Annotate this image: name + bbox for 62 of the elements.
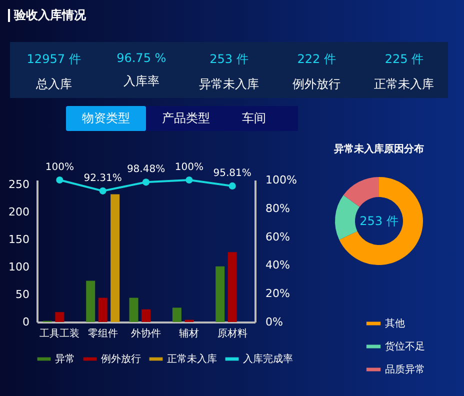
y-tick-label: 200 [8,205,30,218]
text: 物资类型 [66,106,146,131]
point [142,178,150,186]
legend-label: 异常 [55,353,75,365]
text: 96.75 % [116,51,166,65]
bar [172,308,182,322]
legend-label: 品质异常 [385,364,425,376]
donut-slice [343,177,379,207]
bar [86,280,96,322]
y2-tick-label: 100% [266,174,297,186]
y-tick-label: 100 [8,260,30,274]
category-label: 总入库 [34,76,73,93]
bar [110,194,120,322]
donut-slice [339,177,423,265]
y2-tick-label: 60% [266,230,290,244]
y2-tick-label: 80% [266,202,290,215]
y2-tick-label: 20% [266,287,290,300]
category-label: 例外放行 [292,76,342,93]
y2-tick-label: 0% [266,316,283,328]
data-label: 95.81% [213,168,252,179]
y-tick-label: 250 [8,178,30,191]
legend-label: 正常未入库 [167,353,217,365]
data-label: 100% [174,162,204,173]
text: 253 件 [360,214,398,228]
text: 222 件 [297,52,336,66]
y-tick-label: 50 [16,288,30,301]
x-tick-label: 外协件 [131,328,161,340]
legend-label: 例外放行 [101,354,141,365]
point [186,176,193,184]
point [56,176,64,184]
point [228,182,236,190]
x-tick-label: 工具工装 [40,328,80,340]
bar [142,309,150,322]
text: 车间 [241,110,267,127]
bar [55,312,64,322]
category-label: 入库率 [122,73,160,90]
text: 253 件 [210,52,248,66]
legend-label: 货位不足 [385,340,425,352]
x-tick-label: 零组件 [88,328,118,340]
legend-label: 其他 [385,318,405,330]
x-tick-label: 原材料 [217,328,248,340]
text: 产品类型 [161,110,211,127]
data-label: 100% [45,162,74,173]
y-tick-label: 150 [8,232,30,246]
bar [228,252,237,322]
chart-title: 异常未入库原因分布 [333,143,424,155]
text: 验收入库情况 [8,8,86,22]
text: 225 件 [384,52,424,66]
x-tick-label: 辅材 [179,328,200,340]
bar [98,298,108,322]
data-label: 92.31% [84,172,122,184]
category-label: 正常未入库 [373,76,436,93]
y2-tick-label: 40% [266,258,290,272]
point [99,187,106,194]
donut-slice [335,195,360,240]
text: 12957 件 [26,52,81,66]
legend-label: 入库完成率 [243,353,293,365]
bar [216,266,225,322]
data-label: 98.48% [126,164,166,176]
bar [129,298,138,322]
category-label: 异常未入库 [198,76,260,93]
y-tick-label: 0 [22,316,30,328]
